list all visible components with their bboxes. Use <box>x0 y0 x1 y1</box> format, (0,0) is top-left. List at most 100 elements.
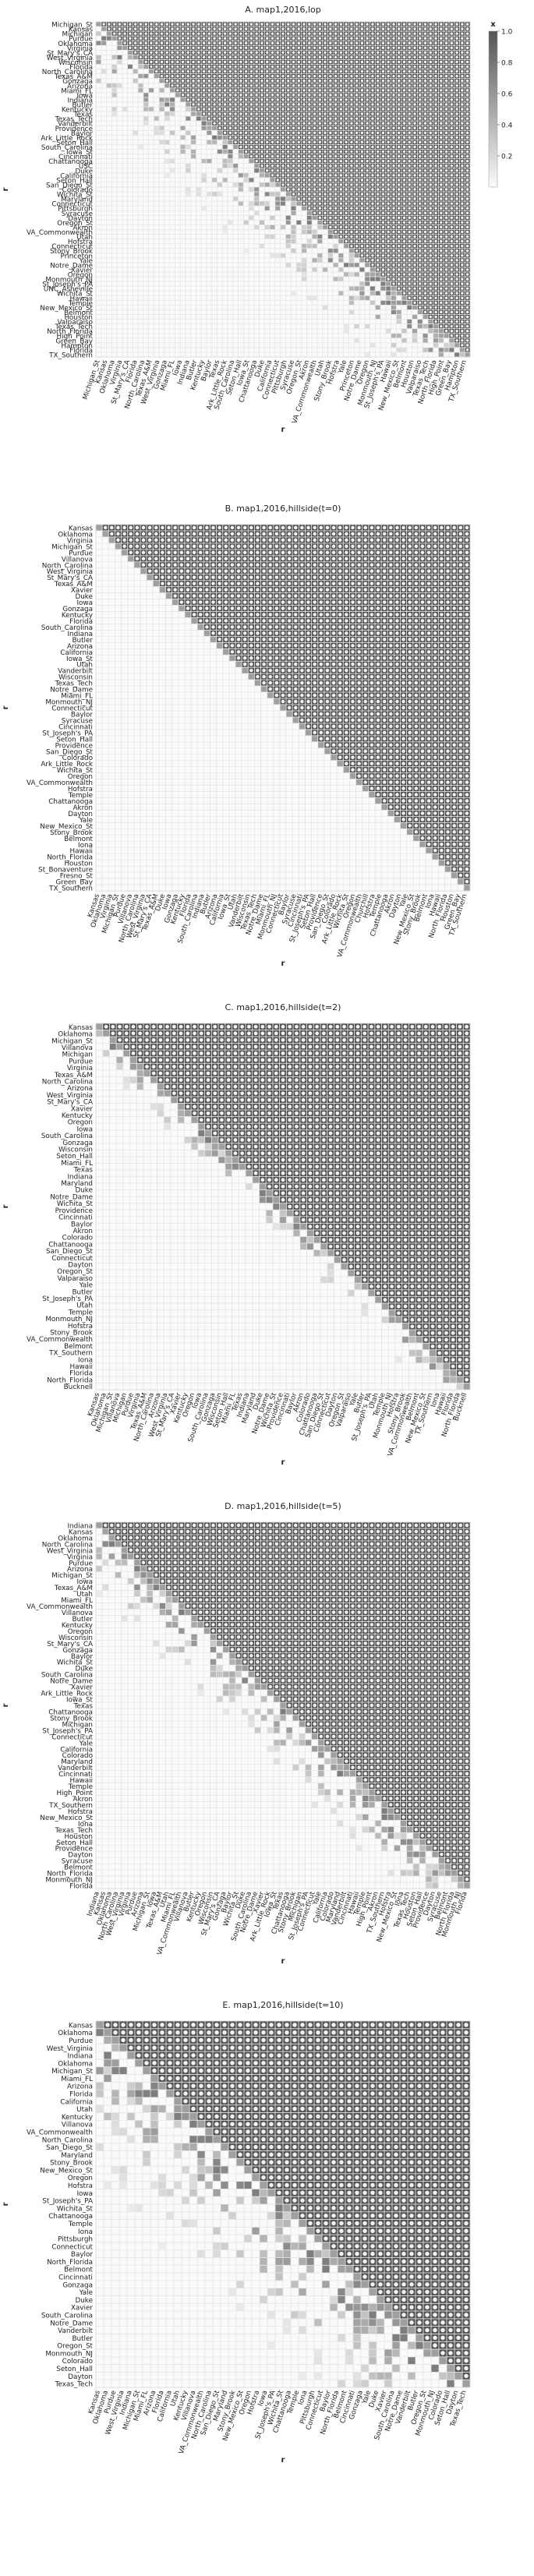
cell-marker <box>287 69 290 73</box>
heatmap-cell <box>238 172 244 178</box>
cell-marker <box>281 32 285 35</box>
cell-marker <box>234 32 237 35</box>
cell-marker <box>461 136 464 140</box>
heatmap-cell <box>270 187 275 192</box>
cell-marker <box>461 145 464 149</box>
cell-marker <box>260 41 263 44</box>
heatmap-cell <box>253 172 260 178</box>
cell-marker <box>408 60 411 64</box>
heatmap-cell <box>133 130 139 136</box>
cell-marker <box>429 51 432 55</box>
cell-marker <box>260 131 263 135</box>
cell-marker <box>249 60 253 64</box>
cell-marker <box>329 211 332 214</box>
heatmap-cell <box>274 206 281 211</box>
cell-marker <box>297 32 300 35</box>
cell-marker <box>255 27 258 30</box>
cell-marker <box>249 74 253 78</box>
cell-marker <box>366 193 369 196</box>
cell-marker <box>334 169 338 172</box>
heatmap-cell <box>111 50 117 55</box>
cell-marker <box>192 27 195 30</box>
cell-marker <box>244 112 248 115</box>
cell-marker <box>413 207 416 210</box>
cell-marker <box>429 211 432 214</box>
heatmap-cell <box>122 149 128 154</box>
cell-marker <box>213 32 216 35</box>
cell-marker <box>419 131 422 135</box>
cell-marker <box>228 108 232 111</box>
cell-marker <box>234 89 237 92</box>
cell-marker <box>292 145 295 149</box>
heatmap-cell <box>186 130 191 136</box>
cell-marker <box>255 55 258 59</box>
heatmap-cell <box>169 172 175 178</box>
cell-marker <box>392 103 395 106</box>
cell-marker <box>371 126 374 129</box>
cell-marker <box>118 32 122 35</box>
cell-marker <box>244 60 248 64</box>
heatmap-cell <box>201 149 207 154</box>
cell-marker <box>186 55 190 59</box>
cell-marker <box>334 140 338 144</box>
cell-marker <box>450 140 454 144</box>
cell-marker <box>324 41 327 44</box>
cell-marker <box>171 51 174 55</box>
cell-marker <box>440 169 443 172</box>
cell-marker <box>371 136 374 140</box>
heatmap-cell <box>190 187 196 192</box>
heatmap-cell <box>280 196 286 202</box>
heatmap-cell <box>143 78 149 83</box>
cell-marker <box>228 74 232 78</box>
heatmap-cell <box>106 59 112 65</box>
cell-marker <box>223 65 227 69</box>
heatmap-cell <box>111 83 117 88</box>
cell-marker <box>360 65 364 69</box>
heatmap-cell <box>222 206 228 211</box>
cell-marker <box>413 202 416 205</box>
cell-marker <box>244 37 248 40</box>
heatmap-cell <box>217 130 223 136</box>
cell-marker <box>440 211 443 214</box>
heatmap-cell <box>148 196 154 202</box>
heatmap-cell <box>295 201 302 207</box>
heatmap-cell <box>101 27 107 32</box>
cell-marker <box>155 27 158 30</box>
cell-marker <box>324 60 327 64</box>
heatmap-cell <box>264 192 271 197</box>
cell-marker <box>260 117 263 120</box>
cell-marker <box>339 174 343 177</box>
heatmap-cell <box>249 187 254 192</box>
cell-marker <box>266 122 269 125</box>
heatmap-cell <box>106 135 112 140</box>
cell-marker <box>366 37 369 40</box>
cell-marker <box>239 60 242 64</box>
cell-marker <box>402 178 406 182</box>
cell-marker <box>465 32 469 35</box>
cell-marker <box>144 60 147 64</box>
cell-marker <box>218 103 221 106</box>
cell-marker <box>455 112 458 115</box>
cell-marker <box>302 183 306 186</box>
heatmap-cell <box>175 102 181 107</box>
cell-marker <box>292 69 295 73</box>
cell-marker <box>324 108 327 111</box>
cell-marker <box>276 164 279 168</box>
heatmap-cell <box>138 97 143 102</box>
cell-marker <box>134 51 137 55</box>
cell-marker <box>329 207 332 210</box>
cell-marker <box>281 174 285 177</box>
cell-marker <box>271 174 274 177</box>
heatmap-cell <box>106 55 112 60</box>
cell-marker <box>450 74 454 78</box>
cell-marker <box>329 159 332 163</box>
heatmap-cell <box>238 177 244 182</box>
heatmap-cell <box>190 135 196 140</box>
cell-marker <box>423 183 427 186</box>
cell-marker <box>450 117 454 120</box>
heatmap-cell <box>122 92 128 97</box>
cell-marker <box>181 74 185 78</box>
heatmap-cell <box>122 50 128 55</box>
cell-marker <box>297 183 300 186</box>
cell-marker <box>287 27 290 30</box>
